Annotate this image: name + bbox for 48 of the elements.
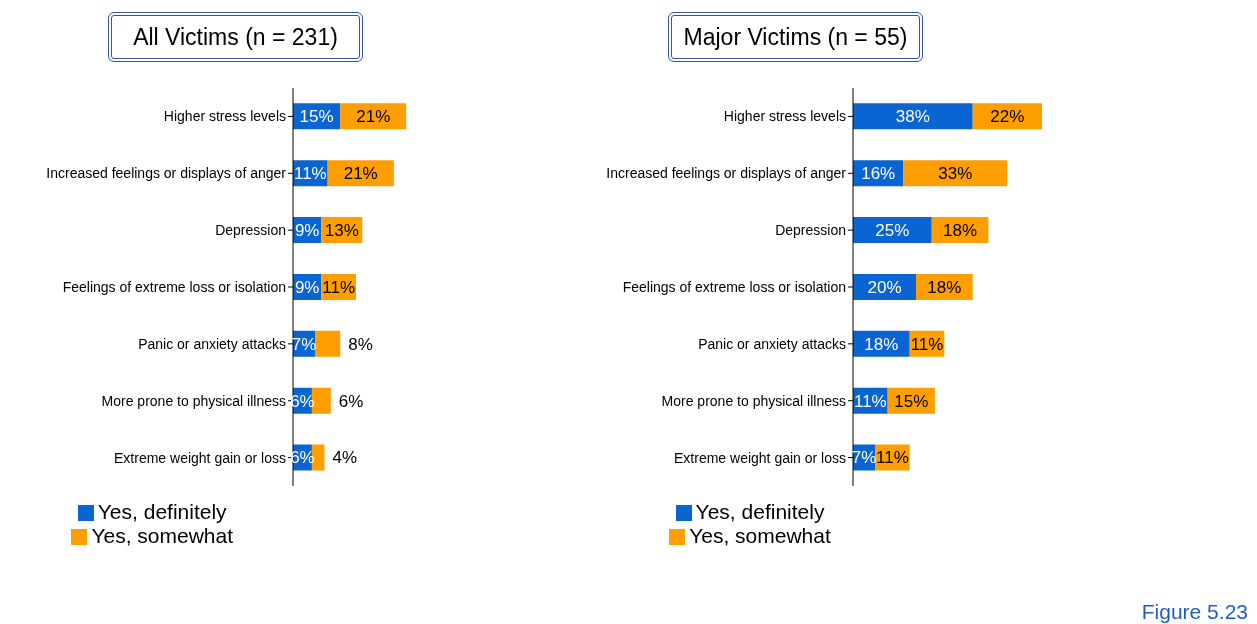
data-label: 11%	[293, 164, 327, 184]
legend-label: Yes, definitely	[97, 500, 227, 523]
y-tick-label: Higher stress levels	[163, 108, 286, 125]
data-label: 6%	[338, 391, 364, 411]
legend-label: Yes, somewhat	[91, 524, 234, 547]
y-tick-label: More prone to physical illness	[661, 392, 846, 409]
data-label: 11%	[853, 391, 887, 411]
legend-label: Yes, somewhat	[689, 524, 831, 547]
y-tick-label: More prone to physical illness	[101, 392, 286, 409]
data-label: 8%	[348, 334, 373, 354]
data-label: 21%	[343, 164, 378, 184]
data-label: 18%	[864, 334, 899, 354]
data-label: 21%	[356, 107, 391, 127]
y-tick-label: Feelings of extreme loss or isolation	[62, 278, 286, 295]
y-tick-label: Increased feelings or displays of anger	[46, 165, 287, 182]
data-label: 22%	[990, 107, 1025, 127]
y-tick-label: Panic or anxiety attacks	[138, 335, 286, 352]
bar	[315, 330, 341, 357]
y-tick-label: Extreme weight gain or loss	[674, 449, 846, 466]
chart-title: All Victims (n = 231)	[108, 12, 363, 62]
y-tick-label: Increased feelings or displays of anger	[606, 165, 847, 182]
data-label: 11%	[322, 277, 356, 297]
data-label: 13%	[324, 221, 359, 241]
data-label: 16%	[861, 164, 896, 184]
data-label: 20%	[867, 277, 902, 297]
data-label: 15%	[894, 391, 929, 411]
y-tick-label: Extreme weight gain or loss	[114, 449, 286, 466]
bar	[853, 103, 973, 130]
data-label: 18%	[943, 221, 978, 241]
data-label: 9%	[294, 221, 320, 241]
legend-label: Yes, definitely	[695, 500, 825, 523]
y-tick-label: Depression	[775, 222, 846, 239]
data-label: 18%	[927, 277, 962, 297]
caption: Figure 5.23	[1141, 600, 1248, 624]
y-tick-label: Higher stress levels	[723, 108, 846, 125]
data-label: 33%	[938, 164, 973, 184]
data-label: 11%	[910, 334, 944, 354]
y-tick-label: Feelings of extreme loss or isolation	[622, 278, 846, 295]
data-label: 9%	[294, 277, 320, 297]
data-label: 25%	[875, 221, 910, 241]
data-label: 38%	[895, 107, 930, 127]
chart-title: Major Victims (n = 55)	[668, 12, 923, 62]
data-label: 4%	[332, 448, 358, 468]
y-tick-label: Panic or anxiety attacks	[698, 335, 846, 352]
data-label: 11%	[875, 448, 909, 468]
bar	[903, 160, 1008, 187]
y-tick-label: Depression	[215, 222, 286, 239]
data-label: 15%	[299, 107, 334, 127]
